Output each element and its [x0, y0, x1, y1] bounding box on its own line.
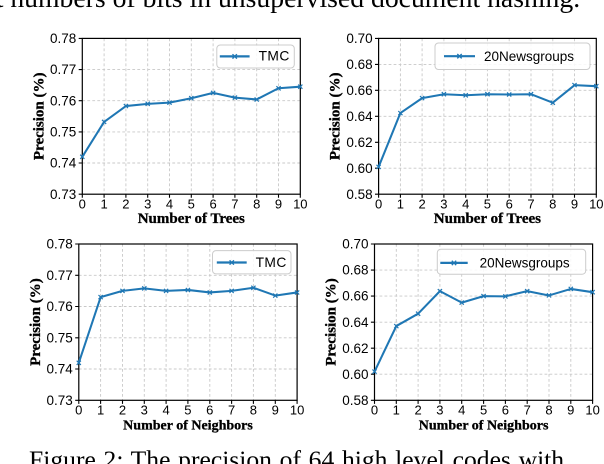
svg-text:9: 9 [272, 403, 279, 418]
svg-text:1: 1 [393, 403, 400, 418]
svg-text:Number of Trees: Number of Trees [434, 211, 541, 227]
svg-text:0.77: 0.77 [50, 62, 76, 77]
svg-text:10: 10 [589, 196, 603, 211]
svg-text:0.58: 0.58 [342, 393, 368, 408]
svg-text:t numbers of bits in unsupervi: t numbers of bits in unsupervised docume… [0, 0, 580, 13]
svg-text:0.76: 0.76 [47, 299, 73, 314]
svg-text:8: 8 [545, 403, 552, 418]
svg-text:0.75: 0.75 [47, 330, 73, 345]
svg-text:0.70: 0.70 [346, 31, 372, 46]
svg-text:Precision (%): Precision (%) [328, 72, 344, 160]
svg-text:8: 8 [250, 403, 257, 418]
svg-text:1: 1 [97, 403, 104, 418]
svg-text:6: 6 [502, 403, 509, 418]
svg-text:0.73: 0.73 [50, 187, 76, 202]
svg-text:7: 7 [527, 196, 534, 211]
svg-text:0.77: 0.77 [47, 268, 73, 283]
svg-text:0.64: 0.64 [346, 109, 373, 124]
svg-text:0.73: 0.73 [47, 393, 73, 408]
svg-text:10: 10 [290, 403, 304, 418]
svg-text:20Newsgroups: 20Newsgroups [480, 255, 570, 270]
svg-text:Precision (%): Precision (%) [28, 278, 44, 366]
svg-text:6: 6 [506, 196, 513, 211]
svg-text:6: 6 [206, 403, 213, 418]
svg-text:Precision (%): Precision (%) [31, 72, 47, 160]
svg-text:0.70: 0.70 [342, 237, 368, 252]
svg-text:2: 2 [122, 196, 129, 211]
svg-text:Number of Neighbors: Number of Neighbors [419, 418, 549, 433]
svg-text:6: 6 [209, 196, 216, 211]
svg-text:2: 2 [119, 403, 126, 418]
svg-text:7: 7 [524, 403, 531, 418]
svg-text:8: 8 [253, 196, 260, 211]
svg-text:0: 0 [75, 403, 82, 418]
svg-text:0: 0 [79, 196, 86, 211]
svg-text:TMC: TMC [259, 49, 290, 64]
svg-text:4: 4 [458, 403, 465, 418]
svg-text:2: 2 [414, 403, 421, 418]
svg-text:0.60: 0.60 [342, 367, 368, 382]
svg-text:5: 5 [188, 196, 195, 211]
svg-text:Number of Neighbors: Number of Neighbors [123, 418, 253, 433]
svg-text:10: 10 [585, 403, 599, 418]
svg-text:2: 2 [418, 196, 425, 211]
svg-text:20Newsgroups: 20Newsgroups [484, 49, 574, 64]
svg-text:0.75: 0.75 [50, 125, 76, 140]
svg-text:5: 5 [484, 196, 491, 211]
svg-text:5: 5 [480, 403, 487, 418]
svg-text:7: 7 [228, 403, 235, 418]
svg-text:4: 4 [462, 196, 469, 211]
svg-text:0.60: 0.60 [346, 161, 372, 176]
svg-text:0.78: 0.78 [47, 237, 73, 252]
svg-text:0: 0 [371, 403, 378, 418]
svg-text:0.74: 0.74 [50, 156, 77, 171]
svg-text:0.66: 0.66 [346, 83, 372, 98]
svg-text:3: 3 [141, 403, 148, 418]
svg-text:0.78: 0.78 [50, 31, 76, 46]
svg-text:9: 9 [571, 196, 578, 211]
svg-text:Number of Trees: Number of Trees [138, 211, 245, 227]
svg-text:4: 4 [162, 403, 169, 418]
svg-text:3: 3 [440, 196, 447, 211]
svg-text:0.68: 0.68 [346, 57, 372, 72]
svg-text:0.76: 0.76 [50, 93, 76, 108]
svg-text:0.58: 0.58 [346, 187, 372, 202]
svg-text:8: 8 [549, 196, 556, 211]
svg-text:0.66: 0.66 [342, 289, 368, 304]
svg-text:1: 1 [100, 196, 107, 211]
svg-text:TMC: TMC [256, 255, 287, 270]
svg-text:9: 9 [275, 196, 282, 211]
svg-text:1: 1 [397, 196, 404, 211]
svg-text:10: 10 [293, 196, 307, 211]
svg-text:Figure 2: The precision of 64: Figure 2: The precision of 64 high level… [29, 445, 564, 464]
svg-text:9: 9 [567, 403, 574, 418]
svg-text:3: 3 [144, 196, 151, 211]
svg-text:Precision (%): Precision (%) [324, 278, 340, 366]
svg-text:5: 5 [184, 403, 191, 418]
svg-text:0: 0 [375, 196, 382, 211]
svg-text:3: 3 [436, 403, 443, 418]
svg-text:0.64: 0.64 [342, 315, 369, 330]
svg-text:7: 7 [231, 196, 238, 211]
svg-text:0.74: 0.74 [47, 362, 74, 377]
svg-text:0.62: 0.62 [346, 135, 372, 150]
svg-text:0.62: 0.62 [342, 341, 368, 356]
svg-text:4: 4 [166, 196, 173, 211]
svg-text:0.68: 0.68 [342, 263, 368, 278]
